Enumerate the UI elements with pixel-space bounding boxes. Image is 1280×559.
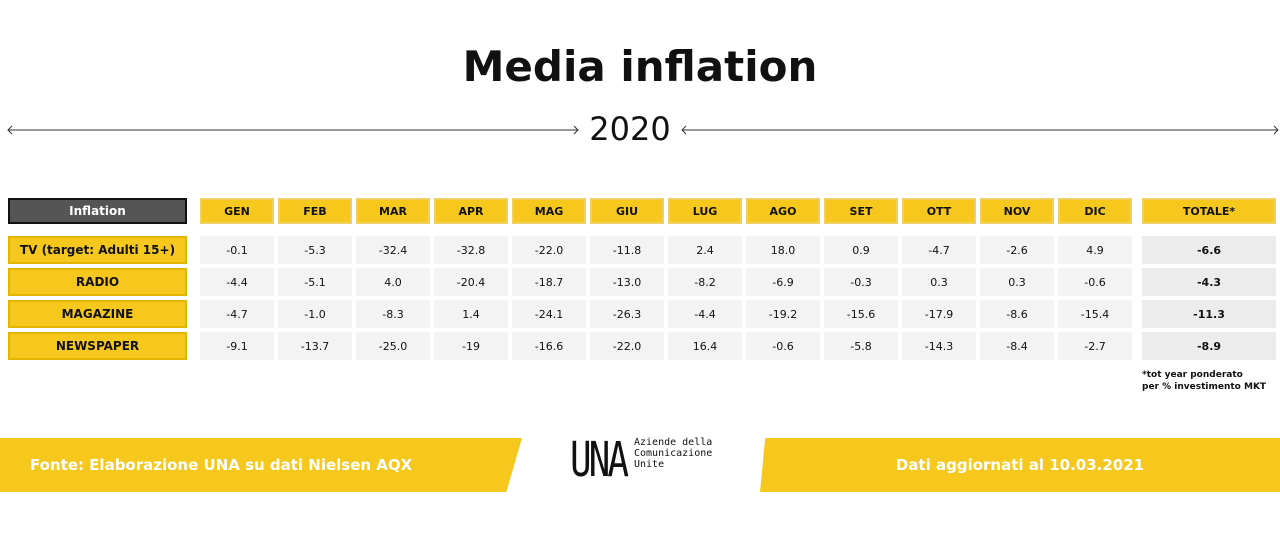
title: Media inflation <box>462 42 818 91</box>
column-header: MAR <box>356 198 430 224</box>
cell: -9.1 <box>200 332 274 360</box>
cell: -8.2 <box>668 268 742 296</box>
cell: -13.7 <box>278 332 352 360</box>
logo: UNA <box>570 432 629 488</box>
cell: -0.1 <box>200 236 274 264</box>
cell: -4.7 <box>902 236 976 264</box>
column-header: FEB <box>278 198 352 224</box>
cell: -5.8 <box>824 332 898 360</box>
cell: -32.8 <box>434 236 508 264</box>
cell: -11.8 <box>590 236 664 264</box>
column-header: TOTALE* <box>1142 198 1276 224</box>
cell: -2.6 <box>980 236 1054 264</box>
column-header: APR <box>434 198 508 224</box>
cell: -5.1 <box>278 268 352 296</box>
cell: -19 <box>434 332 508 360</box>
cell: -20.4 <box>434 268 508 296</box>
total-cell: -11.3 <box>1142 300 1276 328</box>
cell: -25.0 <box>356 332 430 360</box>
total-cell: -8.9 <box>1142 332 1276 360</box>
row-label: TV (target: Adulti 15+) <box>8 236 187 264</box>
cell: 2.4 <box>668 236 742 264</box>
column-header: DIC <box>1058 198 1132 224</box>
cell: -15.6 <box>824 300 898 328</box>
logo-text: Aziende della Comunicazione Unite <box>634 437 712 470</box>
cell: -22.0 <box>512 236 586 264</box>
total-cell: -6.6 <box>1142 236 1276 264</box>
year: 2020 <box>589 110 671 148</box>
total-cell: -4.3 <box>1142 268 1276 296</box>
row-label: MAGAZINE <box>8 300 187 328</box>
cell: -14.3 <box>902 332 976 360</box>
cell: -17.9 <box>902 300 976 328</box>
row-label: RADIO <box>8 268 187 296</box>
cell: -8.4 <box>980 332 1054 360</box>
source: Fonte: Elaborazione UNA su dati Nielsen … <box>30 456 413 474</box>
cell: -4.7 <box>200 300 274 328</box>
logo-line: Comunicazione <box>634 448 713 459</box>
cell: 4.0 <box>356 268 430 296</box>
cell: -18.7 <box>512 268 586 296</box>
cell: 1.4 <box>434 300 508 328</box>
cell: -0.6 <box>1058 268 1132 296</box>
cell: -0.6 <box>746 332 820 360</box>
column-header: LUG <box>668 198 742 224</box>
note: *tot year ponderato <box>1142 370 1243 380</box>
cell: -2.7 <box>1058 332 1132 360</box>
column-header: OTT <box>902 198 976 224</box>
updated-band: Dati aggiornati al 10.03.2021 <box>760 438 1280 492</box>
cell: 0.3 <box>902 268 976 296</box>
column-header: GEN <box>200 198 274 224</box>
updated: Dati aggiornati al 10.03.2021 <box>895 456 1145 474</box>
column-header: SET <box>824 198 898 224</box>
cell: -32.4 <box>356 236 430 264</box>
year-arrows <box>7 125 1279 135</box>
column-header: AGO <box>746 198 820 224</box>
cell: -6.9 <box>746 268 820 296</box>
column-header: NOV <box>980 198 1054 224</box>
cell: -26.3 <box>590 300 664 328</box>
cell: -19.2 <box>746 300 820 328</box>
row-label: NEWSPAPER <box>8 332 187 360</box>
cell: 0.9 <box>824 236 898 264</box>
cell: 16.4 <box>668 332 742 360</box>
cell: -1.0 <box>278 300 352 328</box>
cell: -13.0 <box>590 268 664 296</box>
cell: 0.3 <box>980 268 1054 296</box>
column-header: GIU <box>590 198 664 224</box>
logo-line: Aziende della <box>634 437 713 448</box>
cell: -8.6 <box>980 300 1054 328</box>
corner-header: Inflation <box>8 198 187 224</box>
logo-line: Unite <box>634 459 665 470</box>
cell: -24.1 <box>512 300 586 328</box>
cell: -0.3 <box>824 268 898 296</box>
column-header: MAG <box>512 198 586 224</box>
note: per % investimento MKT <box>1142 382 1267 392</box>
cell: -8.3 <box>356 300 430 328</box>
cell: -5.3 <box>278 236 352 264</box>
cell: -15.4 <box>1058 300 1132 328</box>
cell: -22.0 <box>590 332 664 360</box>
cell: -4.4 <box>668 300 742 328</box>
cell: 4.9 <box>1058 236 1132 264</box>
source-band: Fonte: Elaborazione UNA su dati Nielsen … <box>0 438 522 492</box>
cell: -16.6 <box>512 332 586 360</box>
cell: -4.4 <box>200 268 274 296</box>
cell: 18.0 <box>746 236 820 264</box>
